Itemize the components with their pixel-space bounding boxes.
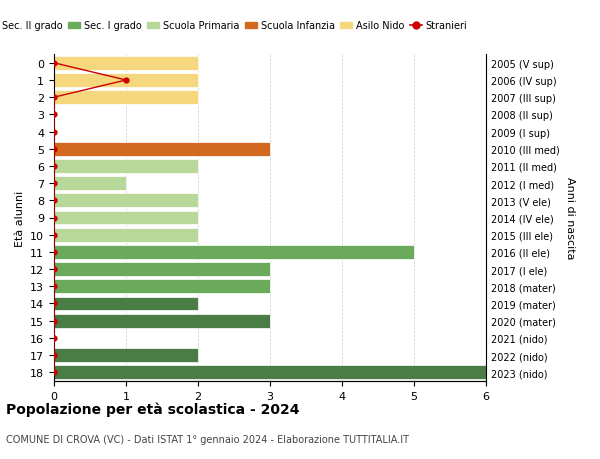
Bar xyxy=(54,348,198,362)
Bar xyxy=(54,91,198,105)
Bar xyxy=(54,194,198,208)
Bar xyxy=(54,211,198,225)
Text: Popolazione per età scolastica - 2024: Popolazione per età scolastica - 2024 xyxy=(6,402,299,416)
Bar xyxy=(54,160,198,174)
Bar xyxy=(54,297,198,311)
Bar xyxy=(54,57,198,71)
Bar xyxy=(54,177,126,190)
Legend: Sec. II grado, Sec. I grado, Scuola Primaria, Scuola Infanzia, Asilo Nido, Stran: Sec. II grado, Sec. I grado, Scuola Prim… xyxy=(0,17,472,35)
Text: COMUNE DI CROVA (VC) - Dati ISTAT 1° gennaio 2024 - Elaborazione TUTTITALIA.IT: COMUNE DI CROVA (VC) - Dati ISTAT 1° gen… xyxy=(6,434,409,444)
Bar xyxy=(54,246,414,259)
Bar xyxy=(54,143,270,156)
Bar xyxy=(54,280,270,293)
Bar xyxy=(54,228,198,242)
Y-axis label: Anni di nascita: Anni di nascita xyxy=(565,177,575,259)
Bar xyxy=(54,74,198,88)
Bar xyxy=(54,263,270,276)
Y-axis label: Età alunni: Età alunni xyxy=(14,190,25,246)
Bar xyxy=(54,365,486,379)
Bar xyxy=(54,314,270,328)
